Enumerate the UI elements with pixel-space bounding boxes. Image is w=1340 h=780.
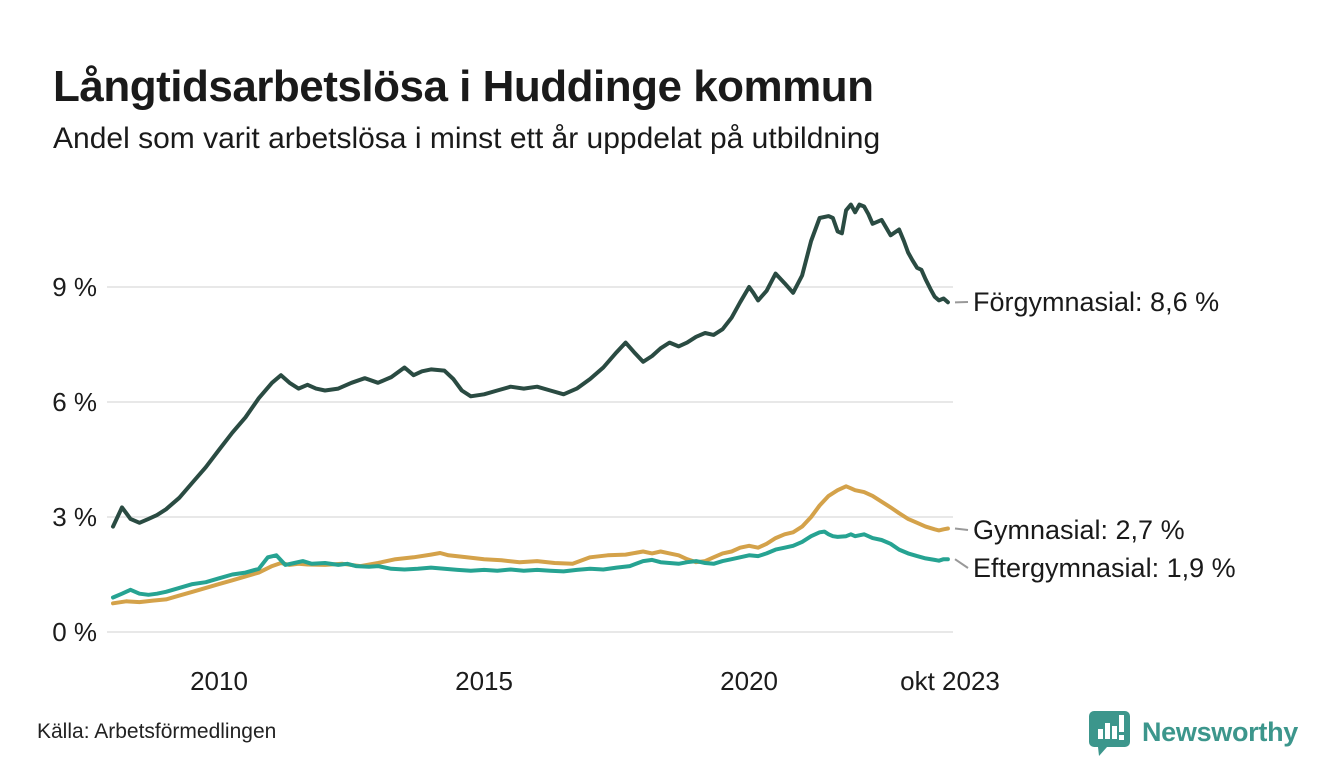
x-tick-label: okt 2023 — [900, 666, 1000, 696]
leader-line — [954, 527, 969, 531]
series-line-eftergymnasial — [111, 529, 950, 600]
series-line-gymnasial — [111, 484, 950, 606]
x-tick-label: 2015 — [455, 666, 513, 696]
chart-subtitle: Andel som varit arbetslösa i minst ett å… — [53, 122, 881, 155]
y-tick-label: 9 % — [52, 272, 97, 302]
series-end-label-forgymnasial: Förgymnasial: 8,6 % — [973, 287, 1220, 317]
source-note: Källa: Arbetsförmedlingen — [37, 720, 277, 743]
series-line-förgymnasial — [111, 202, 950, 529]
series-end-label-gymnasial: Gymnasial: 2,7 % — [973, 515, 1185, 545]
newsworthy-wordmark: Newsworthy — [1141, 716, 1298, 747]
y-tick-label: 6 % — [52, 387, 97, 417]
leader-line — [954, 558, 969, 569]
x-tick-label: 2020 — [720, 666, 778, 696]
newsworthy-logo-icon — [1088, 711, 1130, 756]
series-end-label-eftergymnasial: Eftergymnasial: 1,9 % — [973, 553, 1236, 583]
page-title: Långtidsarbetslösa i Huddinge kommun — [53, 62, 874, 112]
x-tick-label: 2010 — [190, 666, 248, 696]
y-tick-label: 0 % — [52, 617, 97, 647]
newsworthy-brand: Newsworthy — [1088, 708, 1298, 756]
y-tick-label: 3 % — [52, 502, 97, 532]
